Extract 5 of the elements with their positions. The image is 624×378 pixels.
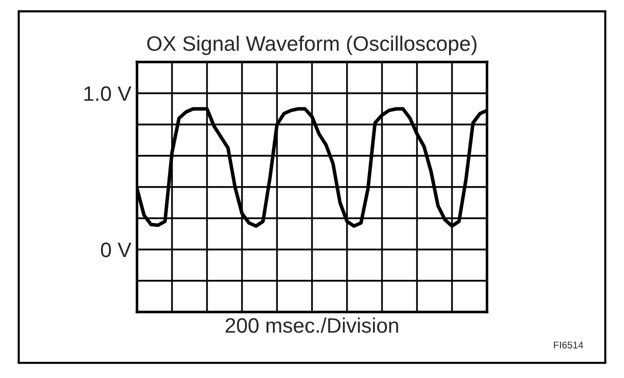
y-tick-label: 1.0 V — [84, 86, 132, 102]
chart-title: OX Signal Waveform (Oscilloscope) — [147, 36, 476, 56]
x-axis-title: 200 msec./Division — [226, 318, 398, 333]
text: FI6514 — [554, 342, 584, 348]
y-tick-label: 0 V — [100, 242, 132, 258]
